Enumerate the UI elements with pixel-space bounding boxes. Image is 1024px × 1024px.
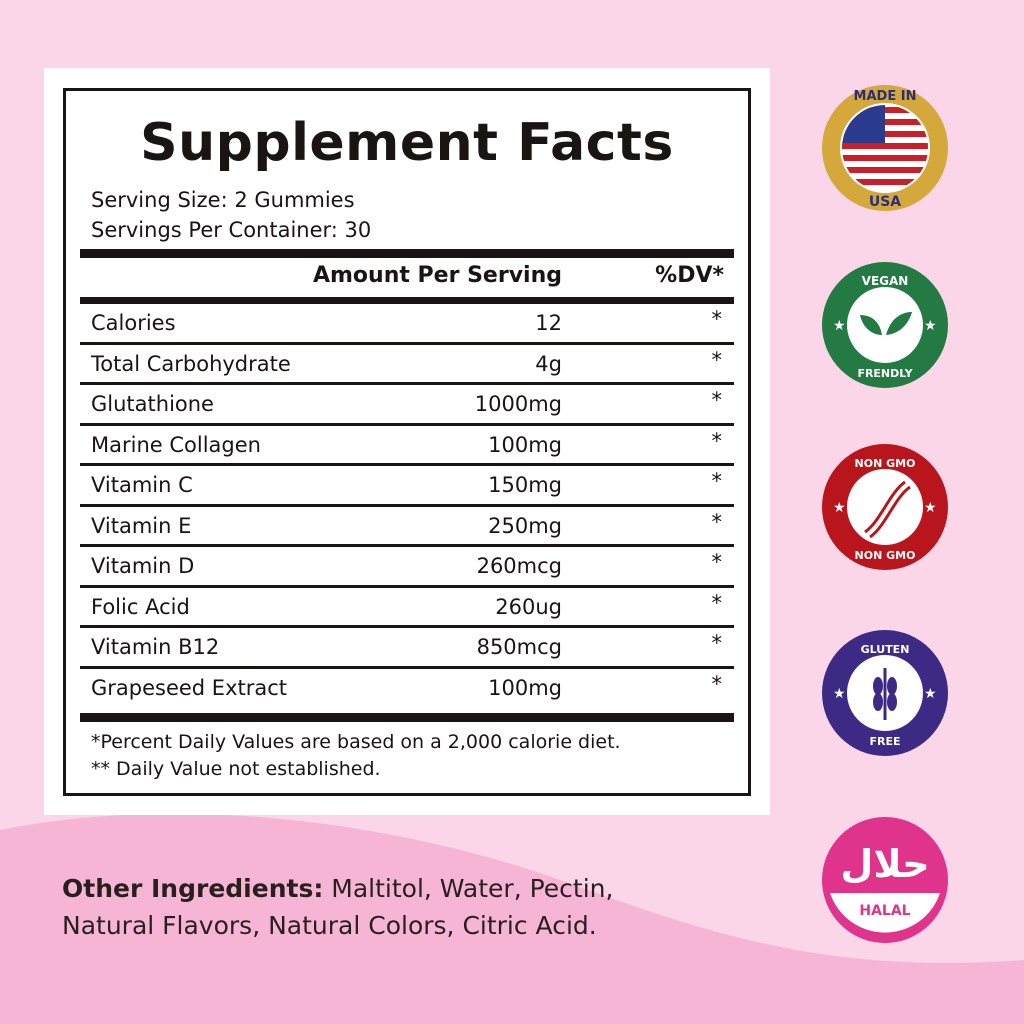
nutrient-dv: * — [711, 347, 723, 372]
other-ingredients-line2: Natural Flavors, Natural Colors, Citric … — [62, 911, 597, 940]
supplement-facts-panel — [44, 68, 770, 815]
svg-text:GLUTEN: GLUTEN — [861, 643, 910, 656]
nutrient-name: Vitamin B12 — [91, 635, 220, 659]
svg-text:NON GMO: NON GMO — [855, 549, 916, 562]
nutrient-row: Folic Acid 260ug * — [80, 588, 734, 628]
nutrient-amount: 260ug — [495, 594, 562, 619]
nutrient-name: Glutathione — [91, 392, 214, 416]
nutrient-dv: * — [711, 509, 723, 534]
svg-text:حلال: حلال — [840, 842, 929, 886]
svg-text:★: ★ — [833, 500, 846, 516]
svg-text:FRENDLY: FRENDLY — [857, 367, 913, 380]
made-in-usa-badge: MADE IN USA — [820, 83, 950, 213]
nutrient-amount: 250mg — [488, 513, 562, 538]
nutrient-dv: * — [711, 428, 723, 453]
svg-text:★: ★ — [924, 686, 937, 702]
nutrient-row: Glutathione 1000mg * — [80, 385, 734, 426]
label-title: Supplement Facts — [140, 113, 674, 173]
servings-per-container: Servings Per Container: 30 — [91, 218, 372, 242]
nutrient-row: Vitamin D 260mcg * — [80, 547, 734, 588]
supplement-facts-label: Supplement Facts Serving Size: 2 Gummies… — [63, 88, 751, 796]
serving-size: Serving Size: 2 Gummies — [91, 188, 355, 212]
nutrient-name: Vitamin C — [91, 473, 193, 497]
nutrient-amount: 1000mg — [474, 392, 562, 416]
header-divider — [80, 297, 734, 304]
nutrient-dv: * — [711, 590, 723, 615]
dv-header: %DV* — [655, 263, 724, 288]
nutrient-name: Calories — [91, 311, 176, 335]
nutrient-dv: * — [711, 469, 723, 493]
nutrient-dv: * — [711, 388, 723, 412]
svg-text:★: ★ — [924, 500, 937, 516]
other-ingredients-label: Other Ingredients: — [62, 874, 324, 903]
other-ingredients: Other Ingredients: Maltitol, Water, Pect… — [62, 870, 613, 944]
svg-text:★: ★ — [833, 686, 846, 702]
nutrient-name: Folic Acid — [91, 594, 190, 619]
nutrient-amount: 12 — [535, 311, 562, 335]
svg-text:NON GMO: NON GMO — [855, 457, 916, 470]
nutrient-row: Marine Collagen 100mg * — [80, 426, 734, 466]
svg-text:USA: USA — [869, 194, 901, 210]
nutrient-row: Total Carbohydrate 4g * — [80, 345, 734, 385]
svg-text:HALAL: HALAL — [859, 903, 910, 919]
svg-text:FREE: FREE — [869, 735, 900, 748]
nutrient-dv: * — [711, 550, 723, 574]
nutrient-amount: 4g — [535, 351, 562, 376]
nutrient-amount: 150mg — [488, 473, 562, 497]
footnote-dv: *Percent Daily Values are based on a 2,0… — [91, 731, 621, 753]
nutrient-name: Vitamin E — [91, 513, 192, 538]
nutrient-name: Marine Collagen — [91, 432, 261, 457]
svg-text:★: ★ — [924, 318, 937, 334]
gluten-free-badge: GLUTEN FREE ★ ★ — [820, 628, 950, 758]
nutrient-row: Vitamin E 250mg * — [80, 507, 734, 547]
svg-text:VEGAN: VEGAN — [862, 274, 909, 288]
wheat-icon: GLUTEN FREE ★ ★ — [822, 630, 948, 756]
nutrient-name: Grapeseed Extract — [91, 675, 288, 700]
footnote-not-established: ** Daily Value not established. — [91, 758, 381, 780]
nutrient-amount: 100mg — [488, 675, 562, 700]
halal-badge: حلال HALAL — [820, 815, 950, 945]
nutrient-row: Vitamin C 150mg * — [80, 466, 734, 507]
nutrient-name: Total Carbohydrate — [91, 351, 291, 376]
nutrient-name: Vitamin D — [91, 554, 195, 578]
svg-text:MADE IN: MADE IN — [854, 89, 917, 104]
svg-text:★: ★ — [833, 318, 846, 334]
usa-flag-icon: MADE IN USA — [822, 85, 948, 211]
amount-header: Amount Per Serving — [312, 263, 562, 288]
non-gmo-badge: NON GMO NON GMO ★ ★ — [820, 442, 950, 572]
nutrient-amount: 100mg — [488, 432, 562, 457]
other-ingredients-line1: Maltitol, Water, Pectin, — [323, 874, 614, 903]
nutrient-dv: * — [711, 631, 723, 655]
dna-icon: NON GMO NON GMO ★ ★ — [822, 444, 948, 570]
nutrient-row: Vitamin B12 850mcg * — [80, 628, 734, 669]
bottom-divider — [80, 713, 734, 722]
vegan-friendly-badge: VEGAN FRENDLY ★ ★ — [820, 260, 950, 390]
nutrient-row: Calories 12 * — [80, 304, 734, 345]
nutrient-dv: * — [711, 671, 723, 696]
thick-divider — [80, 249, 734, 258]
nutrient-dv: * — [711, 307, 723, 331]
leaf-icon: VEGAN FRENDLY ★ ★ — [822, 262, 948, 388]
nutrient-amount: 850mcg — [476, 635, 562, 659]
halal-icon: حلال HALAL — [822, 817, 948, 943]
nutrient-row: Grapeseed Extract 100mg * — [80, 669, 734, 710]
nutrient-amount: 260mcg — [476, 554, 562, 578]
